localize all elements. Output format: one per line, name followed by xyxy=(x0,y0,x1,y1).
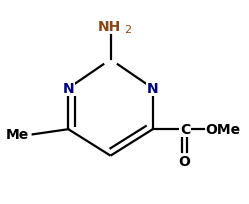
Text: 2: 2 xyxy=(124,25,131,35)
Text: Me: Me xyxy=(6,128,29,142)
Text: C: C xyxy=(180,123,190,136)
Text: OMe: OMe xyxy=(205,123,240,136)
Text: N: N xyxy=(147,82,159,96)
Text: O: O xyxy=(178,155,190,169)
Text: NH: NH xyxy=(98,20,121,34)
Text: N: N xyxy=(62,82,74,96)
